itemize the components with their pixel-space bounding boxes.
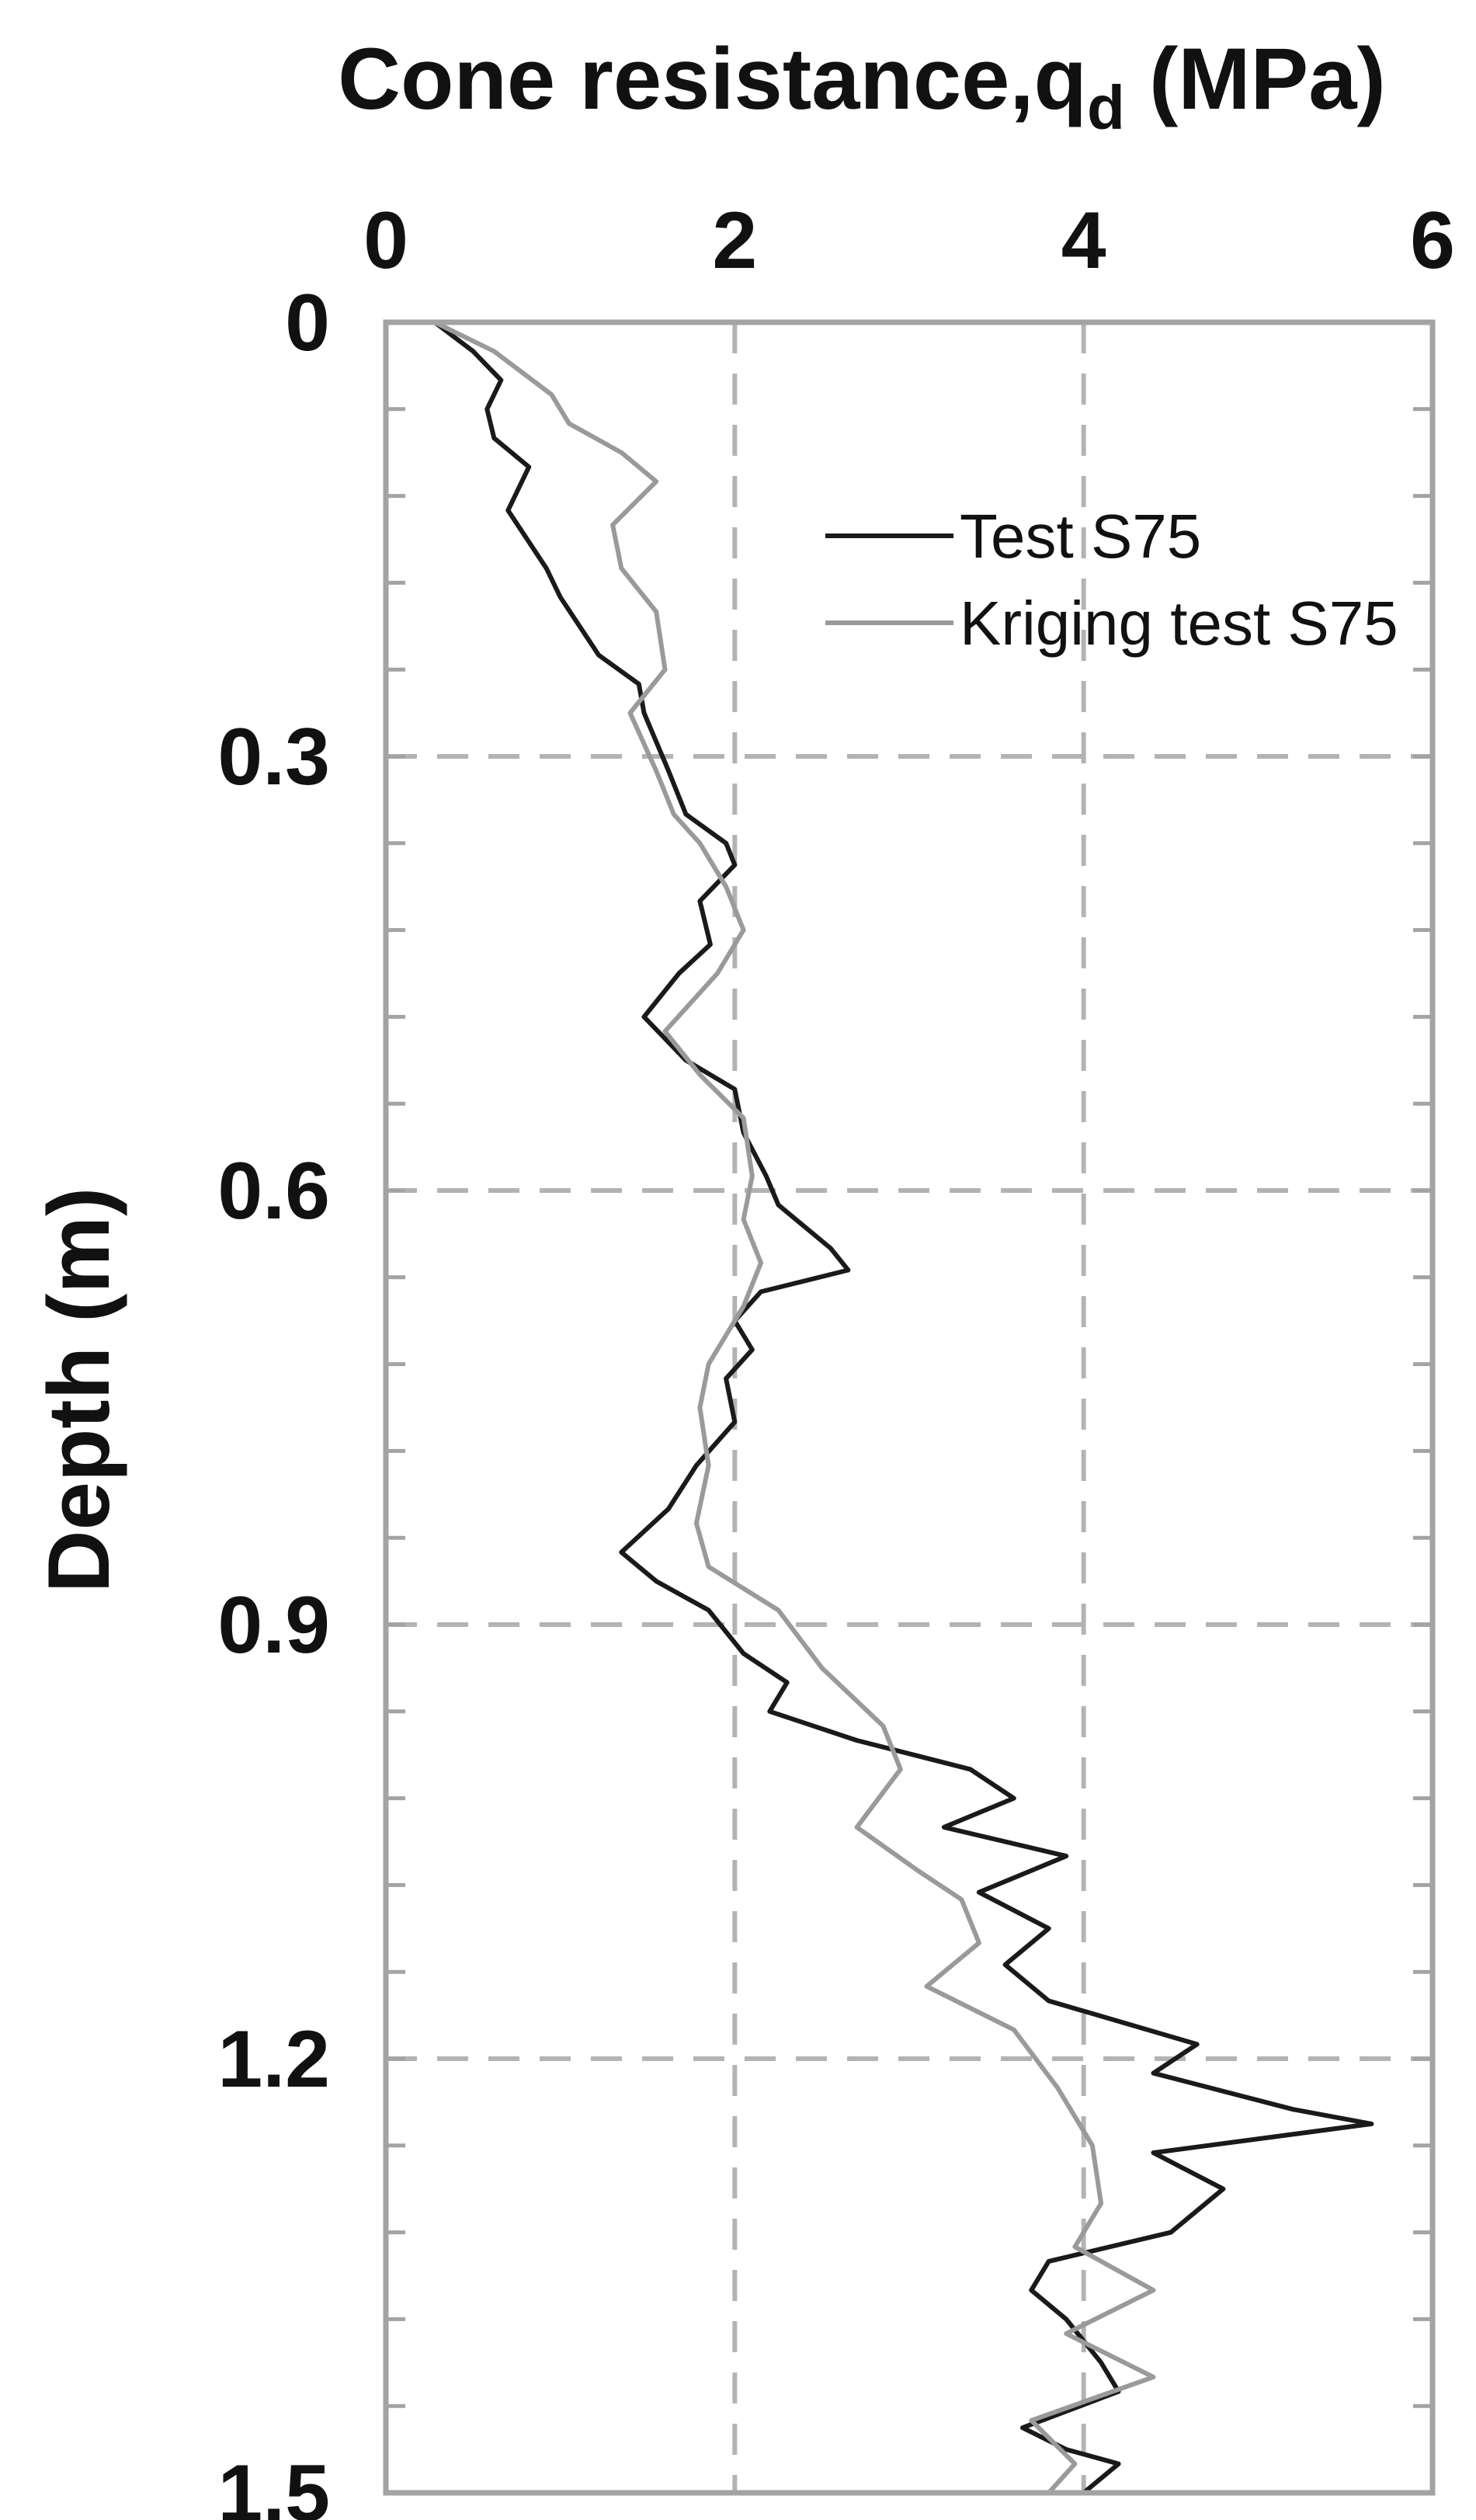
y-tick-label: 1.2 [217, 2014, 330, 2105]
x-axis-title: Cone resistance,qd (MPa) [338, 30, 1386, 142]
tick-labels: 0 2 4 6 0 0.3 0.6 0.9 1.2 1.5 [217, 196, 1455, 2520]
x-tick-label: 0 [363, 196, 408, 286]
y-tick-label: 0.6 [217, 1146, 330, 1236]
legend-label-kriging-test-s75: Kriging test S75 [960, 589, 1398, 658]
y-axis-title: Depth (m) [30, 1187, 127, 1594]
x-axis-title-unit: (MPa) [1125, 30, 1386, 127]
x-tick-label: 2 [712, 196, 757, 286]
minor-ticks [386, 407, 1433, 2408]
x-tick-label: 4 [1061, 196, 1106, 286]
y-tick-label: 1.5 [217, 2449, 330, 2520]
x-axis-title-main: Cone resistance,q [338, 30, 1087, 127]
series-line-test-s75 [432, 320, 1374, 2495]
series-line-kriging-test-s75 [432, 320, 1156, 2495]
series-lines [432, 320, 1374, 2495]
y-tick-label: 0 [285, 278, 330, 368]
plot-frame [383, 319, 1436, 2496]
x-tick-label: 6 [1410, 196, 1455, 286]
legend: Test S75 Kriging test S75 [825, 502, 1398, 658]
legend-label-test-s75: Test S75 [960, 502, 1201, 571]
y-tick-label: 0.9 [217, 1580, 330, 1670]
y-tick-label: 0.3 [217, 712, 330, 802]
x-axis-title-subscript: d [1087, 73, 1125, 142]
